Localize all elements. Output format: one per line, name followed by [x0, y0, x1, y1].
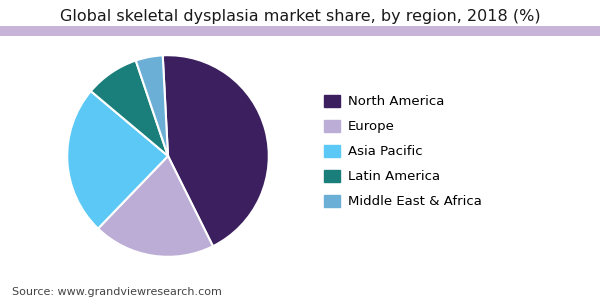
Legend: North America, Europe, Asia Pacific, Latin America, Middle East & Africa: North America, Europe, Asia Pacific, Lat…	[319, 89, 487, 214]
Text: Global skeletal dysplasia market share, by region, 2018 (%): Global skeletal dysplasia market share, …	[59, 9, 541, 24]
Text: Source: www.grandviewresearch.com: Source: www.grandviewresearch.com	[12, 287, 222, 297]
Wedge shape	[91, 61, 168, 156]
Wedge shape	[98, 156, 213, 257]
Wedge shape	[67, 91, 168, 229]
Wedge shape	[163, 55, 269, 246]
Wedge shape	[136, 55, 168, 156]
